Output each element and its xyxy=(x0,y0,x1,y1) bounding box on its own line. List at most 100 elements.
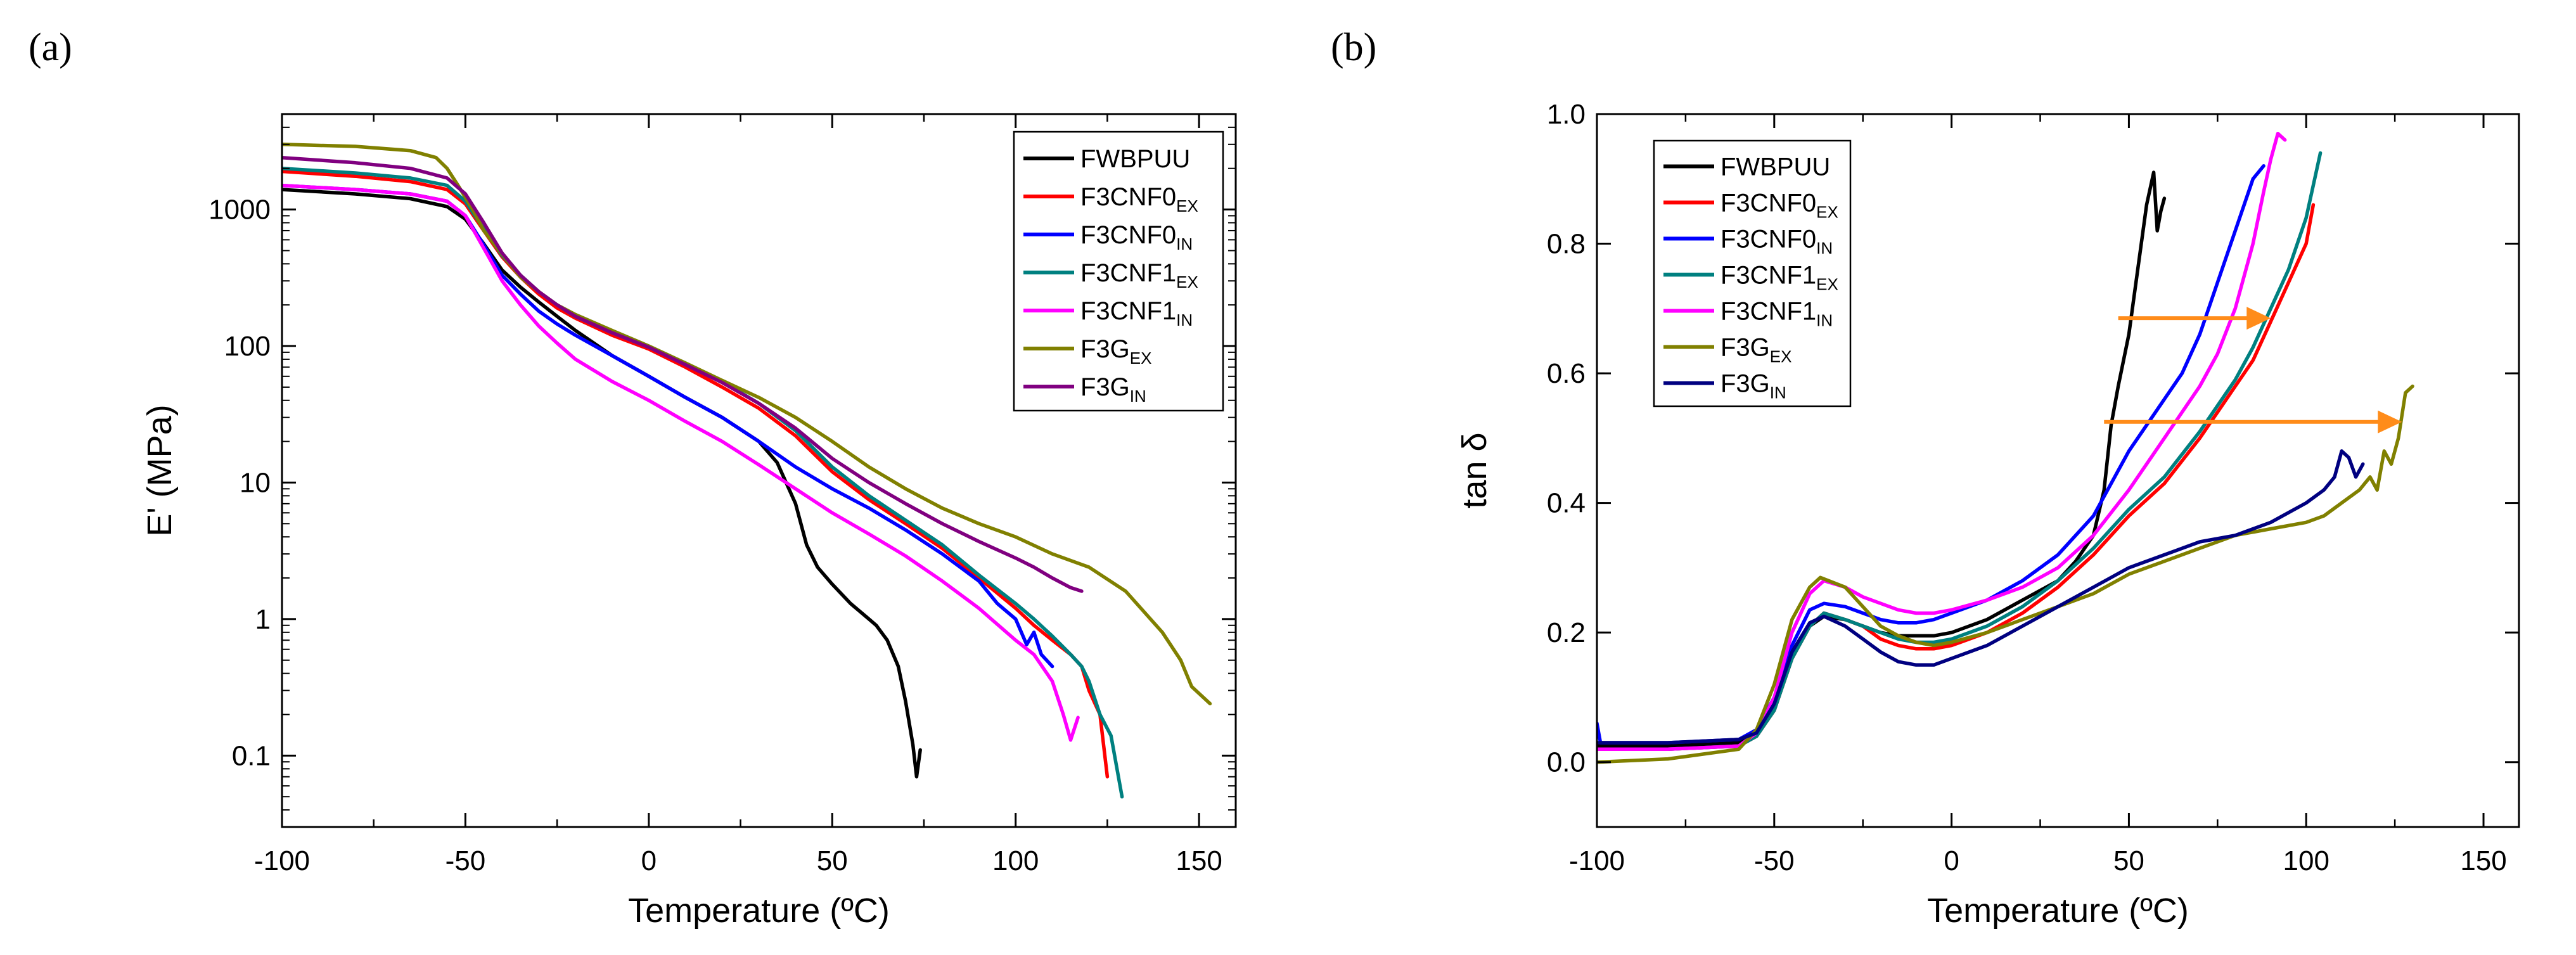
y-tick-label: 0.1 xyxy=(232,740,271,771)
legend-label-main: F3CNF0 xyxy=(1721,226,1816,253)
x-tick-label: 0 xyxy=(1944,845,1959,876)
y-tick-label: 0.4 xyxy=(1547,488,1586,519)
panel-label: (a) xyxy=(29,26,72,69)
series-lines xyxy=(1597,131,2414,764)
legend-label-main: F3G xyxy=(1721,334,1770,362)
x-axis-title: Temperature (ºC) xyxy=(1927,892,2189,930)
legend-label-main: F3CNF1 xyxy=(1080,259,1176,287)
legend-item: F3GEX xyxy=(1023,335,1151,368)
y-tick-label: 0.6 xyxy=(1547,358,1586,389)
legend-label-main: F3CNF0 xyxy=(1080,183,1176,211)
legend-label-sub: EX xyxy=(1816,203,1838,222)
legend-label: F3GEX xyxy=(1080,335,1151,368)
legend-label: F3CNF1IN xyxy=(1721,298,1833,330)
series-lines xyxy=(282,143,1212,798)
series-line-f3cnf1in xyxy=(282,183,1080,742)
y-tick-label: 1 xyxy=(255,604,271,635)
legend-label-main: F3CNF0 xyxy=(1721,189,1816,217)
x-tick-label: 100 xyxy=(2283,845,2329,876)
legend-label: F3CNF1EX xyxy=(1080,259,1198,292)
y-axis-title: E' (MPa) xyxy=(141,404,179,536)
series-line-f3gin xyxy=(282,155,1084,593)
series-line-f3cnf1ex xyxy=(1597,151,2323,752)
legend-item: FWBPUU xyxy=(1663,153,1830,181)
x-tick-label: 0 xyxy=(641,845,657,876)
panel-a: (a) -100 -50 0 50 100 150 0.1 1 10 100 1000 Temperat… xyxy=(29,26,1237,930)
legend-label: F3CNF1EX xyxy=(1721,262,1838,294)
plot-frame xyxy=(1596,113,2520,828)
legend-label: FWBPUU xyxy=(1721,153,1830,181)
annotation-arrow xyxy=(2104,410,2402,433)
legend-item: F3CNF0EX xyxy=(1663,189,1838,222)
panel-label: (b) xyxy=(1331,26,1376,69)
legend-item: F3GIN xyxy=(1023,373,1146,406)
legend-label-sub: IN xyxy=(1130,387,1146,406)
legend-label-sub: IN xyxy=(1816,239,1833,258)
legend-item: F3CNF1EX xyxy=(1663,262,1838,294)
legend-label-sub: IN xyxy=(1816,311,1833,330)
x-tick-label: 100 xyxy=(992,845,1039,876)
legend-label: F3CNF0IN xyxy=(1080,221,1193,253)
series-line-f3gin xyxy=(1597,449,2365,745)
legend-label: F3GIN xyxy=(1721,370,1786,402)
x-tick-label: -100 xyxy=(254,845,310,876)
annotation-arrow-head xyxy=(2378,410,2402,433)
annotation-arrow xyxy=(2118,307,2271,330)
x-tick-label: -50 xyxy=(445,845,486,876)
x-tick-label: 50 xyxy=(817,845,848,876)
panel-b: (b) -100 -50 0 50 100 150 0.0 0.2 0.4 0.6 0.8 1.0 Tem… xyxy=(1331,26,2520,930)
plot-frame xyxy=(281,113,1237,828)
y-tick-label: 10 xyxy=(240,467,271,498)
legend-label-main: F3CNF0 xyxy=(1080,221,1176,249)
series-line-f3gex xyxy=(1597,384,2414,764)
legend-item: F3GEX xyxy=(1663,334,1791,366)
legend: FWBPUUF3CNF0EXF3CNF0INF3CNF1EXF3CNF1INF3… xyxy=(1653,139,1852,407)
legend-label-sub: IN xyxy=(1176,234,1193,253)
legend-item: F3CNF0EX xyxy=(1023,183,1198,215)
legend-item: F3CNF1IN xyxy=(1023,297,1193,330)
legend-label-sub: EX xyxy=(1770,347,1792,366)
x-tick-label: -100 xyxy=(1569,845,1625,876)
annotation-arrow-head xyxy=(2246,307,2271,330)
series-line-f3cnf0in xyxy=(282,183,1054,669)
legend-item: F3CNF1IN xyxy=(1663,298,1833,330)
y-tick-label: 0.2 xyxy=(1547,617,1586,648)
legend-item: F3CNF0IN xyxy=(1663,226,1833,258)
legend-label: F3CNF0IN xyxy=(1721,226,1833,258)
legend-label-main: FWBPUU xyxy=(1721,153,1830,181)
legend-label-main: F3G xyxy=(1080,335,1130,363)
x-tick-label: 150 xyxy=(2460,845,2506,876)
x-axis-title: Temperature (ºC) xyxy=(628,892,890,930)
legend-label: F3GIN xyxy=(1080,373,1146,406)
legend-label-sub: EX xyxy=(1130,349,1152,368)
y-tick-label: 1000 xyxy=(208,195,271,226)
legend-label: F3CNF0EX xyxy=(1080,183,1198,215)
legend-label: F3CNF1IN xyxy=(1080,297,1193,330)
legend-label: F3GEX xyxy=(1721,334,1791,366)
x-tick-label: 150 xyxy=(1176,845,1222,876)
legend-label: F3CNF0EX xyxy=(1721,189,1838,222)
legend-label-main: FWBPUU xyxy=(1080,145,1190,173)
y-axis-title: tan δ xyxy=(1456,432,1494,508)
y-tick-label: 100 xyxy=(224,331,271,362)
legend-item: F3CNF0IN xyxy=(1023,221,1193,253)
legend-label-main: F3G xyxy=(1721,370,1770,398)
legend-label-main: F3G xyxy=(1080,373,1130,401)
series-line-f3cnf1in xyxy=(1597,131,2287,752)
x-tick-label: 50 xyxy=(2113,845,2144,876)
legend-label-sub: EX xyxy=(1816,275,1838,294)
legend-label: FWBPUU xyxy=(1080,145,1190,173)
legend-item: F3GIN xyxy=(1663,370,1786,402)
series-line-f3cnf1ex xyxy=(282,166,1124,798)
y-tick-label: 0.8 xyxy=(1547,229,1586,260)
series-line-f3cnf0ex xyxy=(282,169,1110,779)
legend-item: FWBPUU xyxy=(1023,145,1190,173)
legend-label-main: F3CNF1 xyxy=(1721,262,1816,290)
y-tick-label: 1.0 xyxy=(1547,99,1586,130)
y-tick-label: 0.0 xyxy=(1547,747,1586,778)
legend-item: F3CNF1EX xyxy=(1023,259,1198,292)
legend-label-sub: IN xyxy=(1176,311,1193,330)
x-tick-label: -50 xyxy=(1754,845,1795,876)
legend-label-main: F3CNF1 xyxy=(1721,298,1816,326)
